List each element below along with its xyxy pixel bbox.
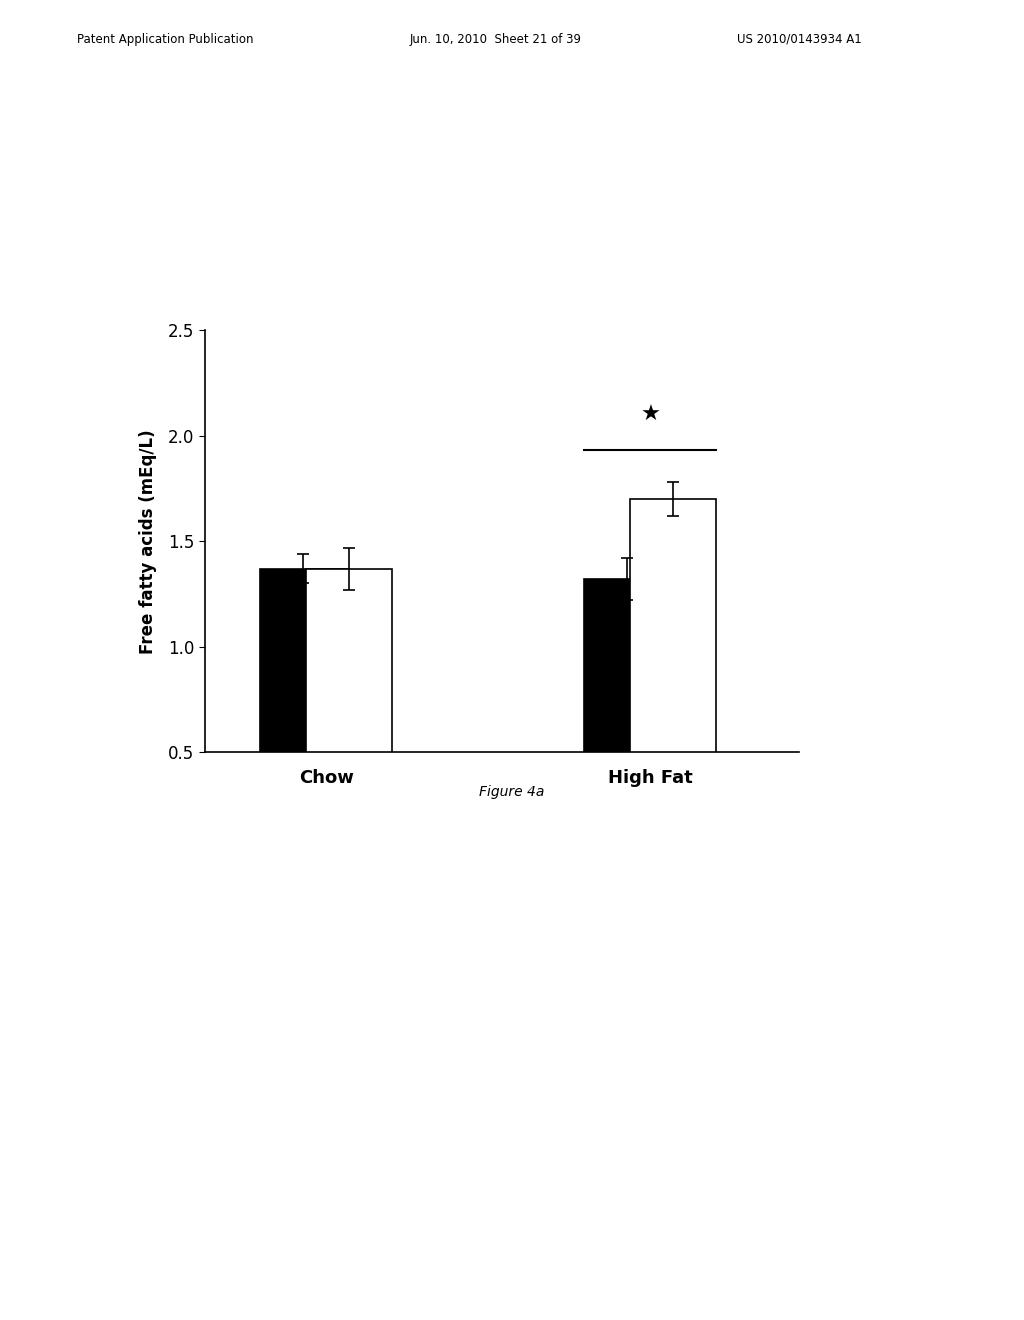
Text: High Fat: High Fat [608,770,692,787]
Text: Patent Application Publication: Patent Application Publication [77,33,253,46]
Text: ★: ★ [640,405,660,425]
Y-axis label: Free fatty acids (mEq/L): Free fatty acids (mEq/L) [139,429,157,653]
Bar [630,499,717,858]
Text: Figure 4a: Figure 4a [479,785,545,800]
Bar [260,569,346,858]
Bar [584,579,671,858]
Text: US 2010/0143934 A1: US 2010/0143934 A1 [737,33,862,46]
Text: Jun. 10, 2010  Sheet 21 of 39: Jun. 10, 2010 Sheet 21 of 39 [410,33,582,46]
Bar [306,569,392,858]
Text: Chow: Chow [299,770,353,787]
